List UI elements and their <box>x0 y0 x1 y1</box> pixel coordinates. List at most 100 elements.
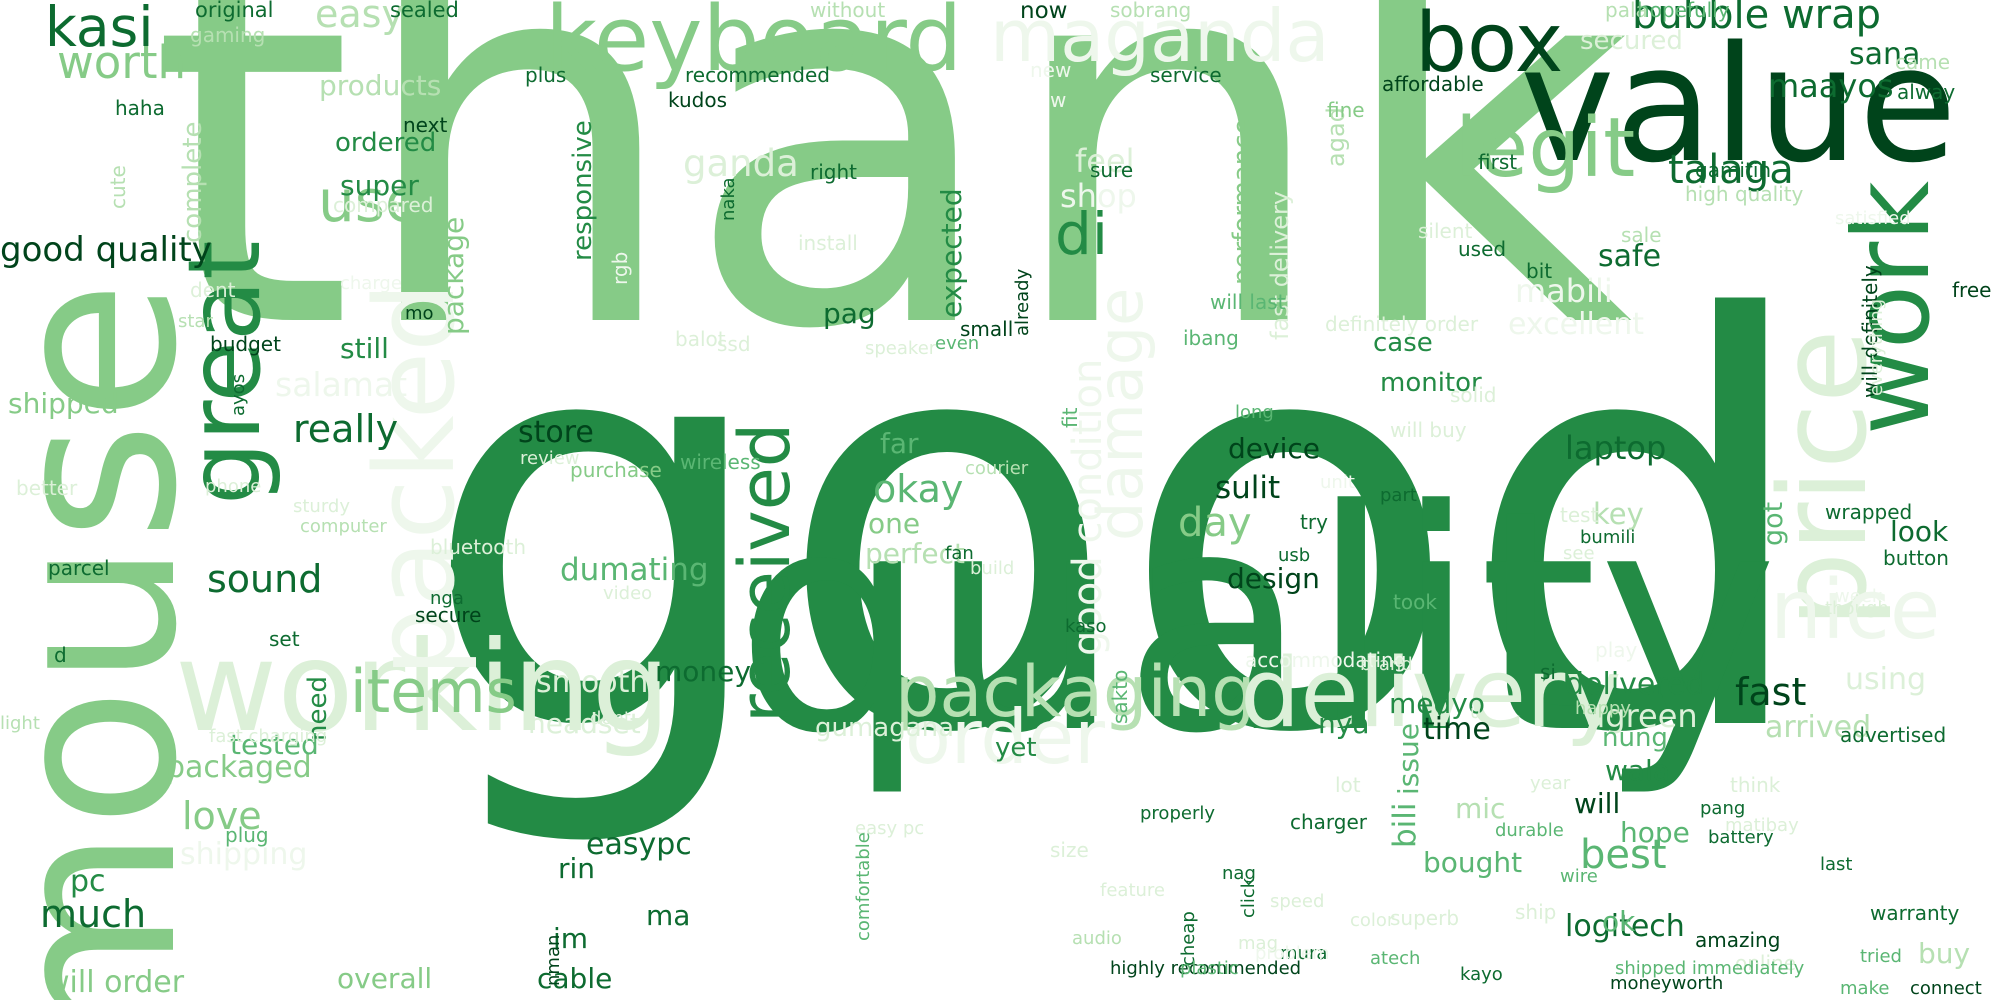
cloud-word: long <box>1235 402 1274 423</box>
cloud-word: review <box>520 448 580 469</box>
cloud-word: pc <box>70 864 106 899</box>
cloud-word: salamat <box>275 365 408 404</box>
cloud-word: logitech <box>1565 909 1685 944</box>
cloud-word: rgb <box>608 251 632 285</box>
cloud-word: pala <box>1605 0 1648 22</box>
cloud-word: dumating <box>560 552 709 588</box>
cloud-word: plus <box>525 63 567 87</box>
cloud-word: solid <box>1450 383 1497 407</box>
cloud-word: much <box>40 892 147 936</box>
cloud-word: kudos <box>668 88 727 112</box>
cloud-word: medyo <box>1389 687 1485 720</box>
cloud-word: device <box>1228 432 1320 465</box>
cloud-word: bit <box>1526 259 1553 283</box>
cloud-word: parcel <box>48 556 110 580</box>
cloud-word: play <box>1595 638 1638 662</box>
cloud-word: si <box>1540 660 1556 684</box>
cloud-word: issue <box>1392 723 1425 796</box>
cloud-word: last <box>1820 854 1853 875</box>
cloud-word: mabili <box>1515 272 1613 310</box>
cloud-word: brand <box>1360 654 1413 675</box>
cloud-word: nag <box>1222 863 1256 884</box>
cloud-word: courier <box>965 458 1029 479</box>
cloud-word: video <box>603 583 653 604</box>
cloud-word: bili <box>1387 802 1423 848</box>
cloud-word: sealed <box>390 0 459 22</box>
cloud-word: using <box>1845 662 1927 697</box>
cloud-word: safe <box>1598 239 1662 274</box>
cloud-word: im <box>553 922 589 955</box>
cloud-word: mura <box>1280 943 1328 964</box>
cloud-word: warranty <box>1870 901 1960 925</box>
cloud-word: far <box>880 427 919 460</box>
cloud-word: phone <box>205 476 262 497</box>
cloud-word: part <box>1380 485 1417 506</box>
cloud-word: overall <box>337 962 433 995</box>
cloud-word: kayo <box>1460 964 1503 985</box>
cloud-word: keyboard <box>545 0 963 92</box>
cloud-word: battery <box>1708 827 1774 848</box>
cloud-word: one <box>868 507 921 540</box>
cloud-word: fit <box>1058 407 1082 428</box>
cloud-word: got <box>1758 502 1789 547</box>
cloud-word: ok <box>1602 905 1636 938</box>
cloud-word: will buy <box>1390 418 1467 442</box>
cloud-word: ganda <box>683 142 799 185</box>
cloud-word: star <box>178 311 213 332</box>
cloud-word: build <box>970 558 1015 579</box>
cloud-word: make <box>1840 978 1890 999</box>
cloud-word: lot <box>1335 773 1361 797</box>
cloud-word: headset <box>528 707 641 740</box>
cloud-word: hopefully <box>1637 0 1730 22</box>
cloud-word: tested <box>230 728 319 761</box>
cloud-word: sale <box>1621 223 1662 247</box>
cloud-word: durable <box>1495 820 1564 841</box>
cloud-word: worth <box>57 36 187 89</box>
cloud-word: think <box>1730 773 1781 797</box>
cloud-word: ibang <box>1183 326 1239 350</box>
cloud-word: key <box>1593 497 1644 531</box>
cloud-word: wireless <box>680 450 761 474</box>
cloud-word: comfortable <box>853 832 874 942</box>
cloud-word: online <box>1735 951 1797 975</box>
cloud-word: secure <box>415 603 482 627</box>
cloud-word: bluetooth <box>430 535 527 559</box>
cloud-word: thank <box>150 0 1633 443</box>
cloud-word: balot <box>675 327 726 351</box>
cloud-word: quality <box>735 445 1779 800</box>
cloud-word: fast charging <box>209 726 328 747</box>
cloud-word: look <box>1890 515 1949 548</box>
cloud-word: connect <box>1910 978 1982 999</box>
cloud-word: legit <box>1455 101 1636 196</box>
cloud-word: good condition <box>1065 358 1111 656</box>
cloud-word: still <box>340 332 389 365</box>
cloud-word: charge <box>340 273 402 294</box>
cloud-word: di <box>1055 200 1108 268</box>
cloud-word: original <box>195 0 274 22</box>
cloud-word: nya <box>1318 707 1370 740</box>
cloud-word: dont <box>590 708 631 729</box>
cloud-word: box <box>1415 0 1564 91</box>
cloud-word: packaging <box>895 651 1256 733</box>
cloud-word: yet <box>995 733 1037 763</box>
cloud-word: fan <box>945 543 974 564</box>
cloud-word: feel <box>1075 142 1135 180</box>
cloud-word: will last <box>1210 290 1286 314</box>
cloud-word: computer <box>300 516 387 537</box>
cloud-word: sound <box>207 557 323 601</box>
cloud-word: usb <box>1278 545 1311 566</box>
cloud-word: smooth <box>536 665 649 700</box>
cloud-word: really <box>293 407 399 451</box>
cloud-word: fast <box>1735 670 1807 714</box>
cloud-word: though <box>1825 598 1889 619</box>
cloud-word: audio <box>1072 928 1122 949</box>
cloud-word: value <box>1520 11 1958 198</box>
cloud-word: accommodating <box>1245 648 1407 672</box>
cloud-word: mic <box>1455 792 1506 825</box>
cloud-word: case <box>1373 328 1433 358</box>
cloud-word: small <box>960 317 1014 341</box>
cloud-word: use <box>318 167 421 235</box>
cloud-word: will <box>1574 787 1621 820</box>
cloud-word: d <box>54 643 67 667</box>
cloud-word: alway <box>1897 80 1956 104</box>
